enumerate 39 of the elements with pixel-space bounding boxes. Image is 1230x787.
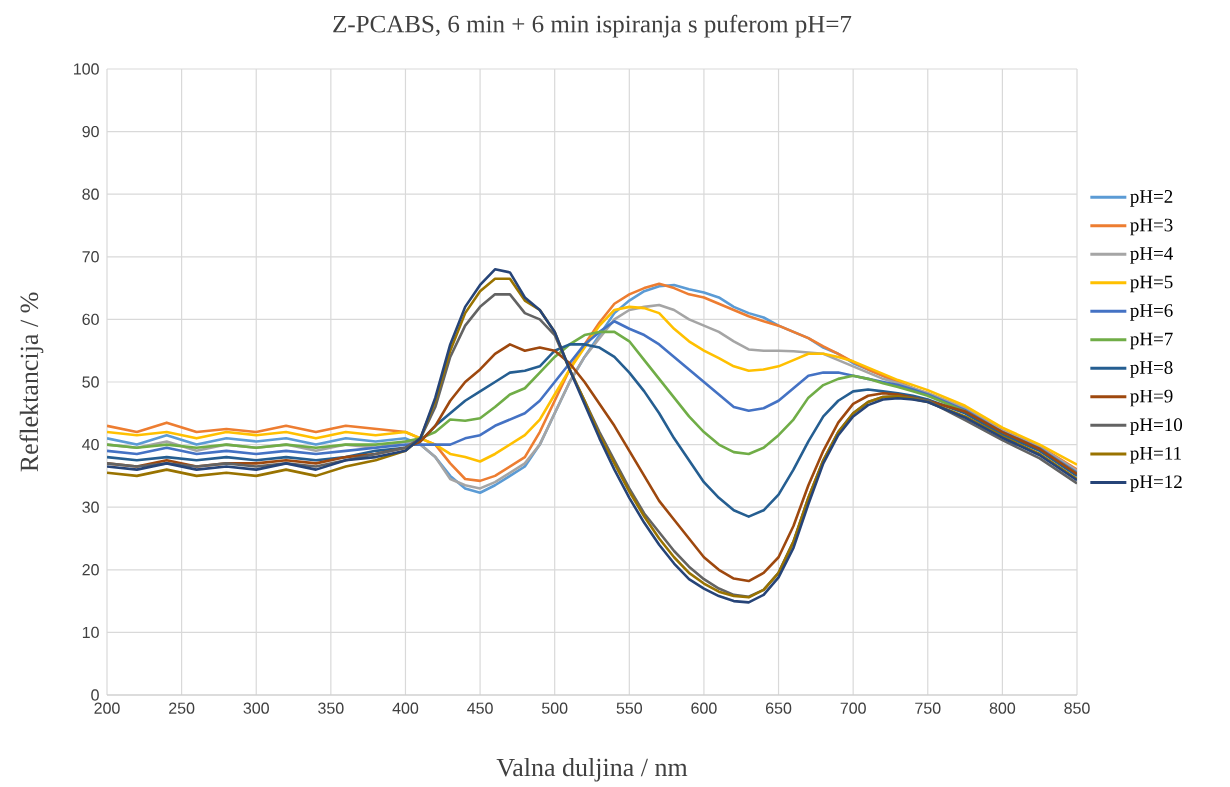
legend-label: pH=6 <box>1130 304 1173 321</box>
y-tick-label: 50 <box>82 376 99 388</box>
y-tick-label: 80 <box>82 188 99 200</box>
legend-label: pH=2 <box>1130 190 1173 207</box>
legend-label: pH=10 <box>1130 418 1183 435</box>
y-tick-label: 40 <box>82 438 99 451</box>
chart-title: Z-PCABS, 6 min + 6 min ispiranja s puferom pH=7 <box>333 14 852 38</box>
x-tick-label: 400 <box>392 702 419 714</box>
y-tick-label: 100 <box>74 63 99 75</box>
x-tick-label: 750 <box>915 702 941 714</box>
x-tick-label: 500 <box>541 702 568 714</box>
legend-label: pH=5 <box>1130 275 1173 293</box>
y-axis-title: Reflektancija / % <box>19 292 44 472</box>
y-tick-label: 0 <box>91 689 99 701</box>
x-tick-label: 300 <box>243 702 269 714</box>
x-tick-label: 250 <box>169 702 195 714</box>
legend-label: pH=11 <box>1130 446 1181 464</box>
x-tick-label: 550 <box>616 702 643 714</box>
legend-label: pH=3 <box>1130 218 1173 236</box>
y-tick-label: 30 <box>82 501 99 513</box>
legend-label: pH=4 <box>1130 247 1173 264</box>
x-tick-label: 200 <box>94 702 120 714</box>
legend-label: pH=12 <box>1130 475 1182 493</box>
y-tick-label: 20 <box>82 564 99 576</box>
x-tick-label: 700 <box>840 702 866 714</box>
legend-label: pH=9 <box>1130 389 1173 407</box>
x-tick-label: 450 <box>467 702 493 714</box>
x-tick-label: 850 <box>1064 702 1090 714</box>
legend-label: pH=7 <box>1130 332 1173 350</box>
y-tick-label: 60 <box>82 313 99 326</box>
x-tick-label: 800 <box>989 702 1016 714</box>
y-tick-label: 10 <box>82 626 99 639</box>
x-tick-label: 350 <box>318 702 344 714</box>
x-tick-label: 650 <box>766 702 792 714</box>
legend-label: pH=8 <box>1130 361 1173 378</box>
x-tick-label: 600 <box>691 702 717 714</box>
y-tick-label: 70 <box>82 251 99 263</box>
x-axis-title: Valna duljina / nm <box>496 757 688 782</box>
y-tick-label: 90 <box>82 125 99 138</box>
